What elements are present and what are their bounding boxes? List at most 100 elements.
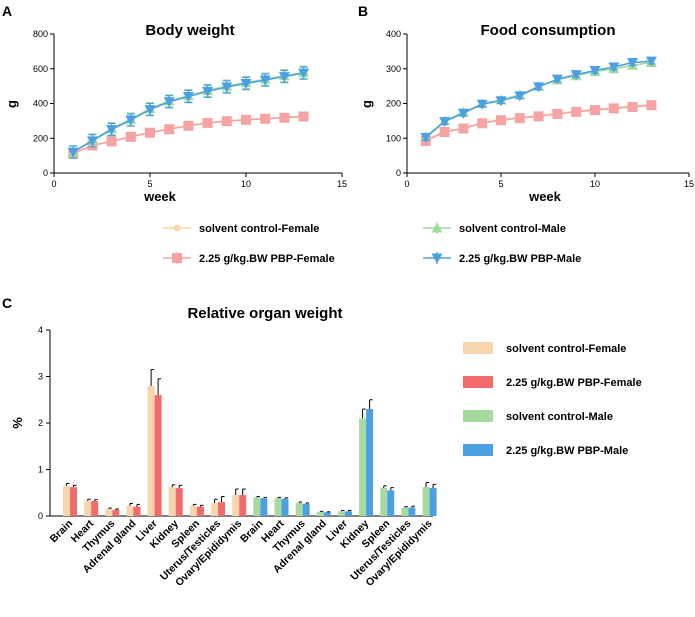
food-consumption-point	[552, 108, 563, 119]
food-consumption-point	[646, 100, 657, 111]
organ-bar	[281, 498, 289, 516]
organ-bar	[112, 509, 120, 516]
organ-weight-title: Relative organ weight	[187, 305, 342, 322]
organ-bar	[196, 506, 204, 516]
body-weight-point	[106, 136, 117, 147]
organ-bar	[366, 409, 374, 516]
food-consumption-point	[589, 65, 601, 76]
food-consumption-point	[627, 101, 638, 112]
bar-legend-swatch	[463, 342, 493, 354]
body-weight-ytick-label: 400	[33, 99, 48, 109]
food-consumption-point	[645, 56, 657, 67]
panel-label-a: A	[2, 3, 12, 19]
food-consumption-chart: Food consumption g week 0 100 200 300 400 0 5 1…	[359, 22, 694, 204]
body-weight-xlabel: week	[143, 189, 177, 204]
food-consumption-title: Food consumption	[481, 22, 616, 39]
food-consumption-point	[570, 70, 582, 81]
food-consumption-point	[608, 103, 619, 114]
organ-bar	[302, 503, 310, 516]
body-weight-point	[125, 115, 137, 126]
legend-marker	[431, 253, 443, 264]
organ-ytick-label: 2	[38, 418, 43, 428]
organ-bar	[168, 487, 176, 516]
food-consumption-xtick-label: 10	[590, 179, 600, 189]
organ-bar	[422, 487, 430, 516]
organ-bar	[387, 490, 395, 516]
organ-bar	[63, 485, 70, 516]
body-weight-point	[183, 120, 194, 131]
bar-legend-swatch	[463, 376, 493, 388]
organ-bar	[133, 506, 141, 516]
body-weight-point	[182, 92, 194, 103]
line-chart-legend: solvent control-Female solvent control-Ma…	[163, 222, 581, 265]
food-consumption-xtick-label: 15	[684, 179, 694, 189]
body-weight-point	[221, 82, 233, 93]
legend-marker	[431, 222, 443, 233]
organ-category-label: Brain	[48, 518, 75, 545]
food-consumption-ytick-label: 200	[386, 99, 401, 109]
organ-ytick-label: 1	[38, 465, 43, 475]
body-weight-xtick-label: 0	[51, 179, 56, 189]
panel-label-b: B	[358, 3, 368, 19]
body-weight-ytick-label: 600	[33, 64, 48, 74]
body-weight-point	[259, 75, 271, 86]
organ-bar	[218, 502, 226, 516]
body-weight-ylabel: g	[4, 100, 19, 108]
food-consumption-ytick-label: 0	[396, 168, 401, 178]
organ-bar	[189, 505, 197, 516]
body-weight-point	[144, 105, 156, 116]
organ-bar	[70, 487, 77, 516]
legend-marker	[172, 253, 182, 263]
body-weight-point	[298, 68, 310, 79]
bar-legend-label: 2.25 g/kg.BW PBP-Male	[506, 445, 628, 457]
legend-marker	[173, 224, 181, 232]
body-weight-point	[278, 72, 290, 83]
food-consumption-point	[627, 57, 639, 68]
body-weight-point	[164, 124, 175, 135]
food-consumption-point	[533, 111, 544, 122]
panel-label-c: C	[2, 295, 12, 311]
organ-bar	[380, 488, 388, 516]
organ-bar	[408, 507, 416, 516]
body-weight-xtick-label: 5	[147, 179, 152, 189]
body-weight-point	[260, 113, 271, 124]
organ-bar	[84, 500, 92, 516]
food-consumption-point	[477, 118, 488, 129]
organ-bar	[344, 511, 352, 516]
body-weight-title: Body weight	[145, 22, 234, 39]
body-weight-ytick-label: 800	[33, 29, 48, 39]
organ-bar	[253, 497, 261, 516]
food-consumption-point	[551, 74, 563, 85]
legend-label: 2.25 g/kg.BW PBP-Male	[459, 253, 581, 265]
legend-label: 2.25 g/kg.BW PBP-Female	[199, 253, 335, 265]
body-weight-point	[106, 125, 118, 136]
food-consumption-ytick-label: 400	[386, 29, 401, 39]
food-consumption-point	[514, 113, 525, 124]
organ-bar	[105, 509, 113, 516]
body-weight-point	[221, 116, 232, 127]
organ-bar	[91, 501, 99, 516]
body-weight-point	[279, 112, 290, 123]
organ-bar	[316, 511, 324, 516]
organ-category-label: Brain	[238, 518, 265, 545]
organ-bar	[232, 495, 240, 516]
body-weight-point	[67, 147, 79, 158]
body-weight-point	[202, 117, 213, 128]
food-consumption-point	[608, 62, 620, 73]
body-weight-ytick-label: 0	[43, 168, 48, 178]
organ-bar	[429, 488, 437, 516]
bar-legend-label: 2.25 g/kg.BW PBP-Female	[506, 377, 642, 389]
legend-label: solvent control-Female	[199, 223, 319, 235]
food-consumption-point	[533, 82, 545, 93]
relative-organ-weight-chart: Relative organ weight % 01234BrainHeartT…	[10, 305, 437, 589]
food-consumption-point	[590, 105, 600, 116]
food-consumption-ylabel: g	[359, 100, 374, 108]
organ-bar	[175, 488, 183, 516]
bar-chart-legend: solvent control-Female 2.25 g/kg.BW PBP-F…	[463, 342, 642, 457]
body-weight-point	[145, 127, 155, 138]
food-consumption-point	[420, 133, 432, 144]
food-consumption-ytick-label: 100	[386, 133, 401, 143]
organ-bar	[147, 385, 155, 516]
body-weight-ytick-label: 200	[33, 133, 48, 143]
